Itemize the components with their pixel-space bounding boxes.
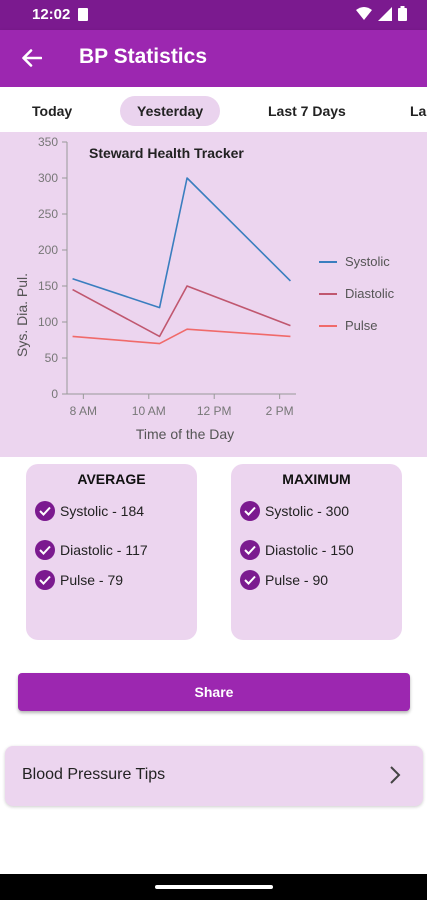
- series-line-diastolic: [72, 285, 291, 338]
- bp-line-chart: Steward Health Tracker Sys. Dia. Pul. Ti…: [14, 135, 395, 442]
- x-tick-label: 12 PM: [197, 404, 232, 418]
- status-bar: 12:02: [0, 0, 427, 30]
- bp-chart-panel: Steward Health Tracker Sys. Dia. Pul. Ti…: [0, 132, 427, 457]
- check-circle-icon: [35, 501, 55, 521]
- average-diastolic: Diastolic - 117: [35, 540, 148, 560]
- legend-label-systolic: Systolic: [345, 254, 390, 269]
- system-nav-bar: [0, 874, 427, 900]
- tab-last-7-days[interactable]: Last 7 Days: [268, 103, 346, 119]
- battery-icon: [398, 6, 407, 21]
- maximum-diastolic: Diastolic - 150: [240, 540, 354, 560]
- maximum-systolic-label: Systolic - 300: [265, 503, 350, 519]
- x-tick-label: 10 AM: [132, 404, 166, 418]
- signal-icon: [378, 6, 392, 21]
- blood-pressure-tips-row[interactable]: Blood Pressure Tips: [5, 746, 423, 806]
- maximum-pulse: Pulse - 90: [240, 570, 328, 590]
- sim-card-icon: [78, 8, 88, 21]
- maximum-card: MAXIMUM Systolic - 300 Diastolic - 150 P…: [231, 464, 402, 640]
- arrow-left-icon: [22, 49, 42, 67]
- date-range-tabs: Today Yesterday Last 7 Days La: [0, 87, 427, 132]
- average-title: AVERAGE: [77, 471, 146, 487]
- y-tick-label: 300: [38, 171, 58, 185]
- x-axis-label: Time of the Day: [136, 426, 234, 442]
- status-icons: [356, 6, 407, 21]
- status-time: 12:02: [32, 6, 71, 23]
- series-line-systolic: [72, 177, 292, 309]
- maximum-title: MAXIMUM: [282, 471, 351, 487]
- series-line-pulse: [72, 328, 291, 345]
- average-systolic: Systolic - 184: [35, 501, 144, 521]
- chart-title: Steward Health Tracker: [89, 145, 244, 161]
- maximum-diastolic-label: Diastolic - 150: [265, 542, 354, 558]
- check-circle-icon: [240, 540, 260, 560]
- tab-yesterday[interactable]: Yesterday: [120, 96, 221, 126]
- x-tick-label: 8 AM: [70, 404, 97, 418]
- y-axis-label: Sys. Dia. Pul.: [14, 273, 30, 357]
- y-tick-label: 250: [38, 207, 58, 221]
- y-tick-label: 150: [38, 279, 58, 293]
- wifi-icon: [356, 6, 372, 20]
- x-tick-label: 2 PM: [266, 404, 294, 418]
- chevron-right-icon: [390, 766, 401, 784]
- average-pulse: Pulse - 79: [35, 570, 123, 590]
- y-tick-label: 0: [51, 387, 58, 401]
- back-button[interactable]: [18, 44, 46, 72]
- y-tick-label: 50: [45, 351, 59, 365]
- average-systolic-label: Systolic - 184: [60, 503, 145, 519]
- share-button[interactable]: Share: [18, 673, 410, 711]
- page-title: BP Statistics: [79, 45, 207, 68]
- average-pulse-label: Pulse - 79: [60, 572, 124, 588]
- legend-label-pulse: Pulse: [345, 318, 378, 333]
- check-circle-icon: [35, 570, 55, 590]
- home-handle[interactable]: [155, 885, 273, 889]
- legend-label-diastolic: Diastolic: [345, 286, 395, 301]
- maximum-pulse-label: Pulse - 90: [265, 572, 329, 588]
- average-diastolic-label: Diastolic - 117: [60, 542, 148, 558]
- check-circle-icon: [240, 570, 260, 590]
- check-circle-icon: [35, 540, 55, 560]
- y-tick-label: 350: [38, 135, 58, 149]
- tab-today[interactable]: Today: [32, 103, 73, 119]
- average-card: AVERAGE Systolic - 184 Diastolic - 117 P…: [26, 464, 197, 640]
- tips-label: Blood Pressure Tips: [22, 766, 166, 783]
- maximum-systolic: Systolic - 300: [240, 501, 349, 521]
- y-tick-label: 100: [38, 315, 58, 329]
- y-tick-label: 200: [38, 243, 58, 257]
- app-bar: BP Statistics: [0, 30, 427, 87]
- check-circle-icon: [240, 501, 260, 521]
- tab-last-partial[interactable]: La: [410, 103, 427, 119]
